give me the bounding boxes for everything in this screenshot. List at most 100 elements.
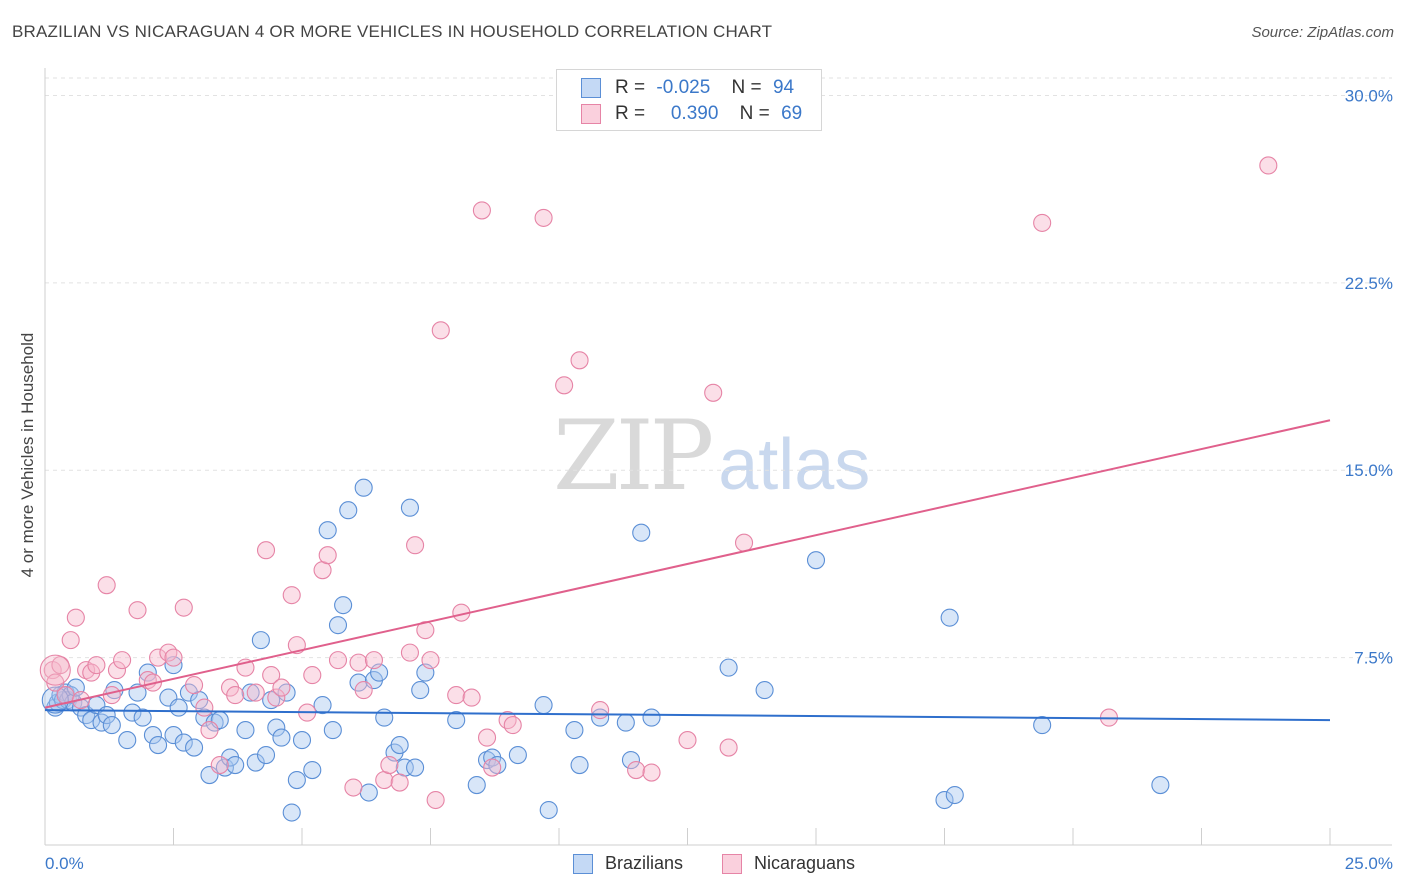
tick-labels: 7.5% 15.0% 22.5% 30.0% 0.0% 25.0% xyxy=(45,86,1393,873)
watermark-zip: ZIP xyxy=(553,400,714,512)
y-tick-label: 15.0% xyxy=(1345,461,1393,480)
brazilians-point xyxy=(323,721,342,740)
nicaraguans-point xyxy=(472,201,491,220)
brazilians-point xyxy=(267,718,286,737)
nicaraguans-point xyxy=(380,756,399,775)
nicaraguans-point xyxy=(375,770,394,790)
nicaraguans-point xyxy=(734,533,754,552)
nicaraguans-point xyxy=(1259,156,1278,175)
brazilians-point xyxy=(621,751,641,770)
brazilians-point xyxy=(616,713,635,732)
x-tick-label: 0.0% xyxy=(45,854,84,873)
gridlines xyxy=(45,77,1392,659)
nicaraguans-point xyxy=(349,653,368,672)
brazilians-point xyxy=(375,708,394,727)
brazilians-point xyxy=(411,681,430,700)
brazilians-point xyxy=(149,736,168,755)
nicaraguans-point xyxy=(503,716,522,735)
brazilians-point xyxy=(1151,775,1170,795)
nicaraguans-point xyxy=(498,711,517,730)
brazilians-point xyxy=(133,708,152,727)
brazilians-point xyxy=(400,498,419,517)
legend-r-label: R = xyxy=(615,103,646,124)
nicaraguans-point xyxy=(477,728,497,747)
watermark: ZIP atlas xyxy=(553,400,870,512)
nicaraguans-point xyxy=(426,790,445,810)
brazilians-point xyxy=(241,683,260,702)
nicaraguans-point xyxy=(719,738,738,757)
nicaraguans-point xyxy=(200,721,219,740)
brazilians-point xyxy=(339,501,358,520)
brazilians-point xyxy=(251,631,270,650)
nicaraguans-point xyxy=(462,688,481,707)
nicaraguans-point xyxy=(591,701,610,720)
axes xyxy=(44,68,1392,846)
brazilians-swatch xyxy=(581,78,601,98)
nicaraguans-point xyxy=(66,608,85,627)
brazilians-point xyxy=(123,703,142,722)
nicaraguans-point xyxy=(400,643,419,662)
nicaraguans-point-large xyxy=(39,654,71,686)
brazilians-point xyxy=(246,753,265,772)
brazilians-point xyxy=(174,733,193,752)
nicaraguans-point xyxy=(406,536,425,555)
nicaraguans-point xyxy=(534,208,553,227)
legend-label-nicaraguans: Nicaraguans xyxy=(754,853,856,873)
brazilians-point xyxy=(591,708,610,727)
nicaraguans-point xyxy=(267,688,286,707)
chart-title: BRAZILIAN VS NICARAGUAN 4 OR MORE VEHICL… xyxy=(12,22,773,41)
nicaraguans-point xyxy=(354,681,373,700)
brazilians-point xyxy=(1033,716,1052,735)
nicaraguans-point xyxy=(195,698,214,717)
legend-n-value: 69 xyxy=(781,103,803,124)
source-label: Source: ZipAtlas.com xyxy=(1251,24,1394,41)
brazilians-point xyxy=(185,738,204,757)
nicaraguans-swatch xyxy=(581,104,601,124)
brazilians-point xyxy=(755,681,774,700)
nicaraguans-point xyxy=(210,756,229,775)
brazilians-point xyxy=(642,708,661,727)
brazilians-point xyxy=(935,790,954,810)
nicaraguans-point xyxy=(262,666,281,685)
nicaraguans-points xyxy=(39,156,1278,810)
brazilians-point xyxy=(256,746,276,765)
nicaraguans-trend-line xyxy=(44,419,1331,709)
legend-r-label: R = xyxy=(615,77,646,98)
brazilians-point xyxy=(632,523,651,542)
nicaraguans-point xyxy=(1033,213,1052,232)
brazilians-point xyxy=(169,698,188,717)
nicaraguans-point xyxy=(570,351,589,370)
nicaraguans-point xyxy=(483,758,502,777)
nicaraguans-point xyxy=(87,656,106,675)
y-tick-label: 30.0% xyxy=(1345,86,1393,105)
brazilians-point xyxy=(313,696,332,715)
legend-r-value: -0.025 xyxy=(656,77,711,98)
stats-legend: R = -0.025 N = 94 R = 0.390 N = 69 xyxy=(556,69,822,131)
brazilians-point xyxy=(277,683,296,702)
nicaraguans-point xyxy=(282,586,301,605)
brazilians-point xyxy=(806,551,826,570)
nicaraguans-point xyxy=(431,321,450,340)
nicaraguans-point xyxy=(421,651,440,670)
brazilians-point xyxy=(143,726,162,745)
nicaraguans-point xyxy=(678,731,697,750)
nicaraguans-point xyxy=(555,376,574,395)
brazilians-point xyxy=(359,783,378,802)
nicaraguans-point xyxy=(313,561,332,580)
brazilians-point xyxy=(303,760,322,780)
nicaraguans-point xyxy=(272,678,291,697)
legend-n-value: 94 xyxy=(772,77,795,98)
nicaraguans-point xyxy=(185,676,204,695)
brazilians-point xyxy=(262,691,281,710)
brazilians-point xyxy=(272,728,291,747)
brazilians-point xyxy=(570,756,589,775)
brazilians-point xyxy=(940,608,959,627)
brazilians-point xyxy=(292,731,312,750)
brazilians-point xyxy=(354,478,373,497)
nicaraguans-point xyxy=(128,601,147,620)
brazilians-point xyxy=(565,721,584,740)
nicaraguans-point xyxy=(256,541,276,560)
nicaraguans-point xyxy=(642,763,661,782)
nicaraguans-point xyxy=(704,383,723,402)
